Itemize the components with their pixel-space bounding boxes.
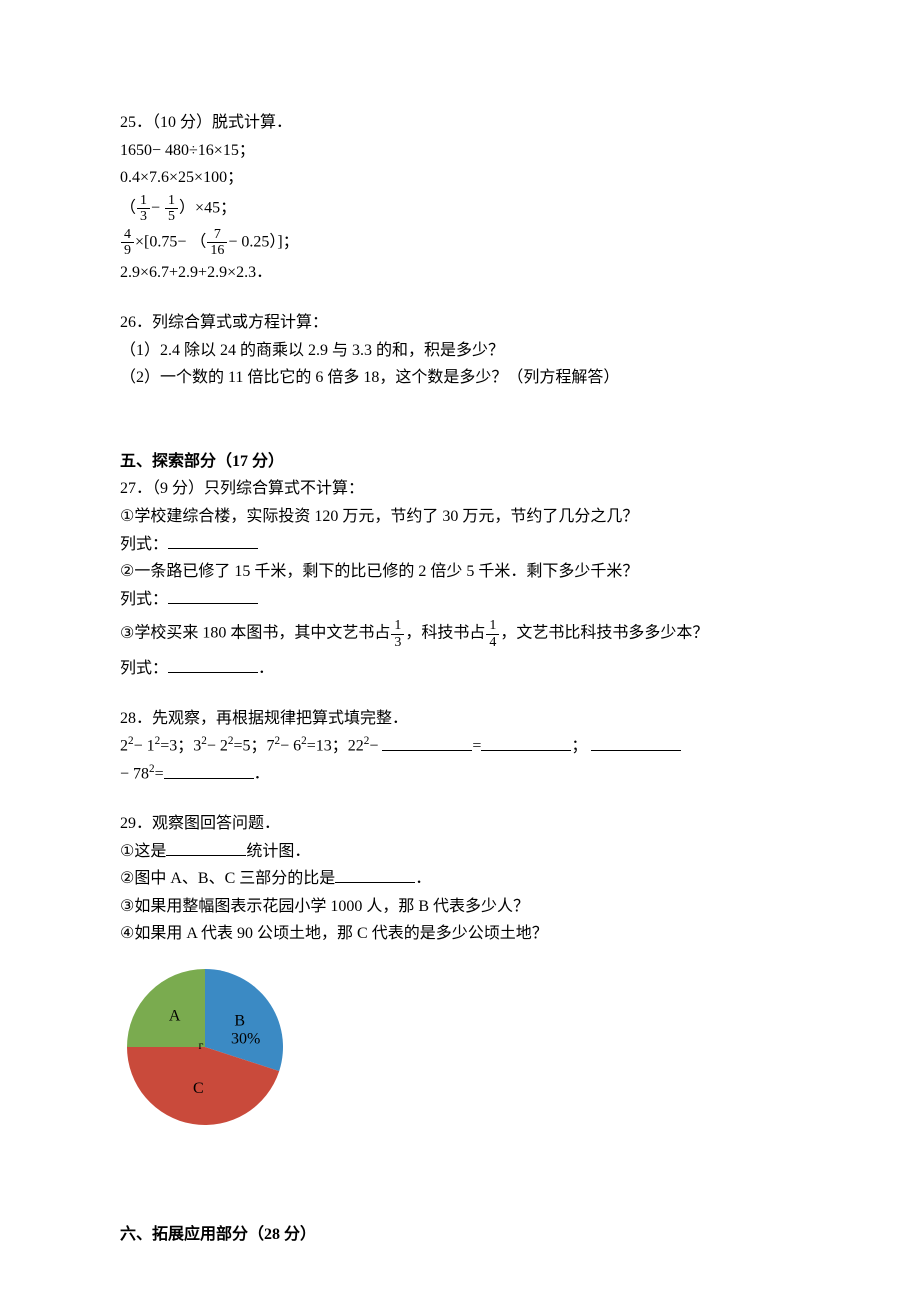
pie-center-marker: г <box>199 1038 204 1052</box>
q27-p3: ③学校买来 180 本图书，其中文艺书占13，科技书占14，文艺书比科技书多多少… <box>120 618 800 650</box>
pie-chart-svg: B30% C Aг <box>120 957 320 1142</box>
q25-header: 25．（10 分）脱式计算． <box>120 110 800 136</box>
q29-header: 29．观察图回答问题． <box>120 811 800 837</box>
q25-line4: 49×[0.75− （716− 0.25）]； <box>120 227 800 259</box>
fill-blank[interactable] <box>168 533 258 549</box>
section-6-title: 六、拓展应用部分（28 分） <box>120 1222 800 1248</box>
q26-sub2: （2）一个数的 11 倍比它的 6 倍多 18，这个数是多少？（列方程解答） <box>120 365 800 391</box>
question-25: 25．（10 分）脱式计算． 1650− 480÷16×15； 0.4×7.6×… <box>120 110 800 286</box>
section-5-title: 五、探索部分（17 分） <box>120 449 800 475</box>
fill-blank[interactable] <box>168 588 258 604</box>
q27-blank2: 列式： <box>120 587 800 613</box>
question-27: 27．（9 分）只列综合算式不计算： ①学校建综合楼，实际投资 120 万元，节… <box>120 476 800 681</box>
pie-chart: B30% C Aг <box>120 957 800 1142</box>
q28-header: 28．先观察，再根据规律把算式填完整． <box>120 706 800 732</box>
pie-slice-A <box>127 969 205 1047</box>
q29-p2: ②图中 A、B、C 三部分的比是． <box>120 866 800 892</box>
q27-blank1: 列式： <box>120 532 800 558</box>
fraction: 15 <box>165 193 178 225</box>
fraction: 13 <box>391 618 404 650</box>
q25-line3: （13− 15）×45； <box>120 193 800 225</box>
pie-label-B: B <box>234 1013 245 1030</box>
q29-p1: ①这是统计图． <box>120 839 800 865</box>
fill-blank[interactable] <box>168 657 258 673</box>
q25-line1: 1650− 480÷16×15； <box>120 138 800 164</box>
q25-line2: 0.4×7.6×25×100； <box>120 165 800 191</box>
q27-p1: ①学校建综合楼，实际投资 120 万元，节约了 30 万元，节约了几分之几？ <box>120 504 800 530</box>
q26-sub1: （1）2.4 除以 24 的商乘以 2.9 与 3.3 的和，积是多少？ <box>120 338 800 364</box>
fill-blank[interactable] <box>335 867 415 883</box>
question-28: 28．先观察，再根据规律把算式填完整． 22− 12=3；32− 22=5；72… <box>120 706 800 787</box>
q28-body: 22− 12=3；32− 22=5；72− 62=13；222− =； <box>120 733 800 759</box>
pie-label-C: C <box>193 1080 204 1097</box>
fraction: 49 <box>121 227 134 259</box>
fill-blank[interactable] <box>591 735 681 751</box>
question-26: 26．列综合算式或方程计算： （1）2.4 除以 24 的商乘以 2.9 与 3… <box>120 310 800 391</box>
pie-sublabel-B: 30% <box>231 1031 260 1048</box>
fill-blank[interactable] <box>382 735 472 751</box>
q27-blank3: 列式：． <box>120 656 800 682</box>
fill-blank[interactable] <box>481 735 571 751</box>
fill-blank[interactable] <box>164 763 254 779</box>
q29-p3: ③如果用整幅图表示花园小学 1000 人，那 B 代表多少人？ <box>120 894 800 920</box>
q27-p2: ②一条路已修了 15 千米，剩下的比已修的 2 倍少 5 千米．剩下多少千米？ <box>120 559 800 585</box>
q29-p4: ④如果用 A 代表 90 公顷土地，那 C 代表的是多少公顷土地？ <box>120 921 800 947</box>
q28-body2: − 782=． <box>120 761 800 787</box>
fraction: 14 <box>486 618 499 650</box>
fraction: 716 <box>207 227 227 259</box>
fill-blank[interactable] <box>166 840 246 856</box>
q27-header: 27．（9 分）只列综合算式不计算： <box>120 476 800 502</box>
question-29: 29．观察图回答问题． ①这是统计图． ②图中 A、B、C 三部分的比是． ③如… <box>120 811 800 947</box>
q26-header: 26．列综合算式或方程计算： <box>120 310 800 336</box>
fraction: 13 <box>137 193 150 225</box>
q25-line5: 2.9×6.7+2.9+2.9×2.3． <box>120 260 800 286</box>
pie-label-A: A <box>169 1007 181 1024</box>
